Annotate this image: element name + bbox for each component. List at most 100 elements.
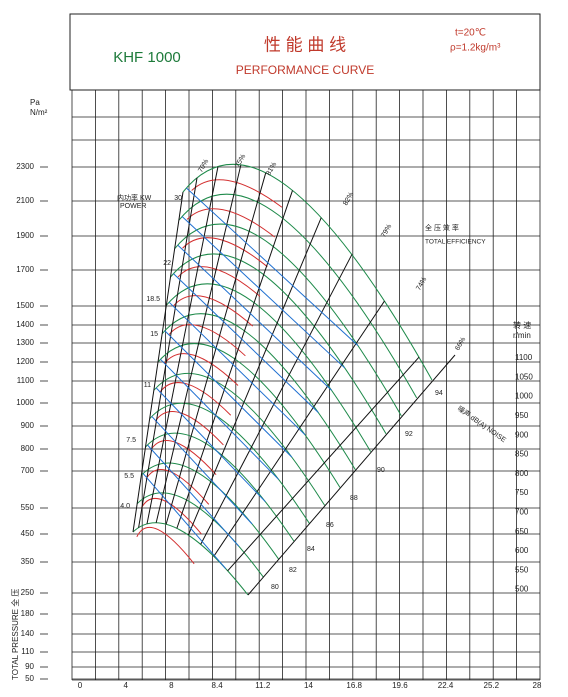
y-tick-label: 1400 <box>16 320 34 329</box>
y-unit: N/m² <box>30 108 48 117</box>
y2-tick-label: 1100 <box>515 353 533 362</box>
y2-tick-label: 900 <box>515 430 529 439</box>
x-tick-label: 14 <box>304 681 313 690</box>
power-line <box>177 244 332 391</box>
y2-tick-label: 550 <box>515 565 529 574</box>
noise-label: 84 <box>307 546 315 553</box>
x-tick-label: 8 <box>169 681 174 690</box>
pressure-curve <box>161 313 356 470</box>
y2-title: r/min <box>513 331 531 340</box>
x-tick-label: 22.4 <box>438 681 454 690</box>
y-tick-label: 450 <box>21 529 35 538</box>
noise-label: 90 <box>377 467 385 474</box>
power-label: 22 <box>163 260 171 267</box>
power-line <box>186 187 359 347</box>
noise-label: 94 <box>435 390 443 397</box>
x-tick-label: 8.4 <box>212 681 224 690</box>
title-cn: 性 能 曲 线 <box>264 35 346 54</box>
red-curve <box>173 295 254 327</box>
pressure-curve <box>157 343 341 488</box>
x-tick-label: 11.2 <box>255 681 271 690</box>
system-line <box>227 356 420 572</box>
y-tick-label: 2100 <box>16 196 34 205</box>
red-curve <box>168 324 246 357</box>
y-tick-label: 110 <box>21 647 34 656</box>
pressure-curve <box>170 253 387 435</box>
power-label: 15 <box>150 331 158 338</box>
y2-tick-label: 600 <box>515 546 529 555</box>
red-curve <box>186 208 275 238</box>
system-line <box>176 190 293 529</box>
y-title: TOTAL PRESSURE 全 压 <box>10 589 20 680</box>
x-tick-label: 16.8 <box>346 681 362 690</box>
y2-tick-label: 800 <box>515 469 529 478</box>
power-line <box>151 416 253 525</box>
noise-label: 88 <box>350 495 358 502</box>
y2-tick-label: 1000 <box>515 392 533 401</box>
y-tick-label: 350 <box>21 557 35 566</box>
power-title: 内功率 KW <box>117 193 152 202</box>
y2-tick-label: 1050 <box>515 372 533 381</box>
pressure-curve <box>182 163 433 381</box>
y-tick-label: 140 <box>21 629 35 638</box>
red-curve <box>191 179 283 208</box>
y-tick-label: 1700 <box>16 265 34 274</box>
noise-label: 80 <box>271 584 279 591</box>
system-line <box>187 217 322 536</box>
y-tick-label: 800 <box>21 444 35 453</box>
x-tick-label: 0 <box>78 681 83 690</box>
y2-tick-label: 750 <box>515 488 529 497</box>
y2-tick-label: 650 <box>515 527 529 536</box>
efficiency-title: 全 压 效 率 <box>425 223 459 232</box>
power-line <box>147 444 240 547</box>
y-tick-label: 90 <box>25 662 34 671</box>
model: KHF 1000 <box>113 49 181 66</box>
power-line <box>173 273 319 413</box>
pressure-curve <box>132 522 249 596</box>
y-tick-label: 2300 <box>16 162 34 171</box>
power-label: 7.5 <box>126 437 136 444</box>
y-tick-label: 1000 <box>16 398 34 407</box>
y2-tick-label: 500 <box>515 585 529 594</box>
right-boundary <box>247 354 456 596</box>
density: ρ=1.2kg/m³ <box>450 43 501 54</box>
efficiency-title-en: TOTAL EFFICIENCY <box>425 239 486 246</box>
y-tick-label: 1500 <box>16 301 34 310</box>
power-line <box>181 216 346 369</box>
pressure-curve <box>178 193 418 399</box>
power-label: 4.0 <box>120 503 130 510</box>
pressure-curve <box>140 462 280 560</box>
red-curve <box>163 353 239 386</box>
red-curve <box>177 266 261 297</box>
y-tick-label: 700 <box>21 466 35 475</box>
pressure-curve <box>174 223 402 417</box>
power-line <box>168 301 306 436</box>
power-label: 5.5 <box>124 473 134 480</box>
red-curve <box>145 469 210 505</box>
efficiency-label: 70% <box>197 158 210 174</box>
x-tick-label: 19.6 <box>392 681 408 690</box>
pressure-curve <box>145 432 295 542</box>
efficiency-label: 66% <box>454 336 467 352</box>
noise-label: 92 <box>405 431 413 438</box>
y-tick-label: 1100 <box>17 376 35 385</box>
y2-tick-label: 950 <box>515 411 529 420</box>
efficiency-label: 75% <box>234 153 247 169</box>
y-tick-label: 180 <box>21 609 35 618</box>
power-label: 11 <box>144 382 151 389</box>
y-tick-label: 900 <box>21 421 35 430</box>
pressure-curve <box>165 283 372 452</box>
system-line <box>146 166 219 525</box>
red-curve <box>136 526 195 565</box>
noise-label: 82 <box>289 567 297 574</box>
power-label: 18.5 <box>146 296 160 303</box>
y-tick-label: 250 <box>21 588 35 597</box>
y-tick-label: 1900 <box>16 231 34 240</box>
efficiency-label: 74% <box>415 276 428 292</box>
y-tick-label: 1300 <box>16 338 34 347</box>
temperature: t=20℃ <box>455 28 486 39</box>
efficiency-label: 79% <box>380 223 393 239</box>
efficiency-label: 81% <box>265 161 278 177</box>
y-tick-label: 1200 <box>16 357 34 366</box>
power-line <box>155 387 266 503</box>
